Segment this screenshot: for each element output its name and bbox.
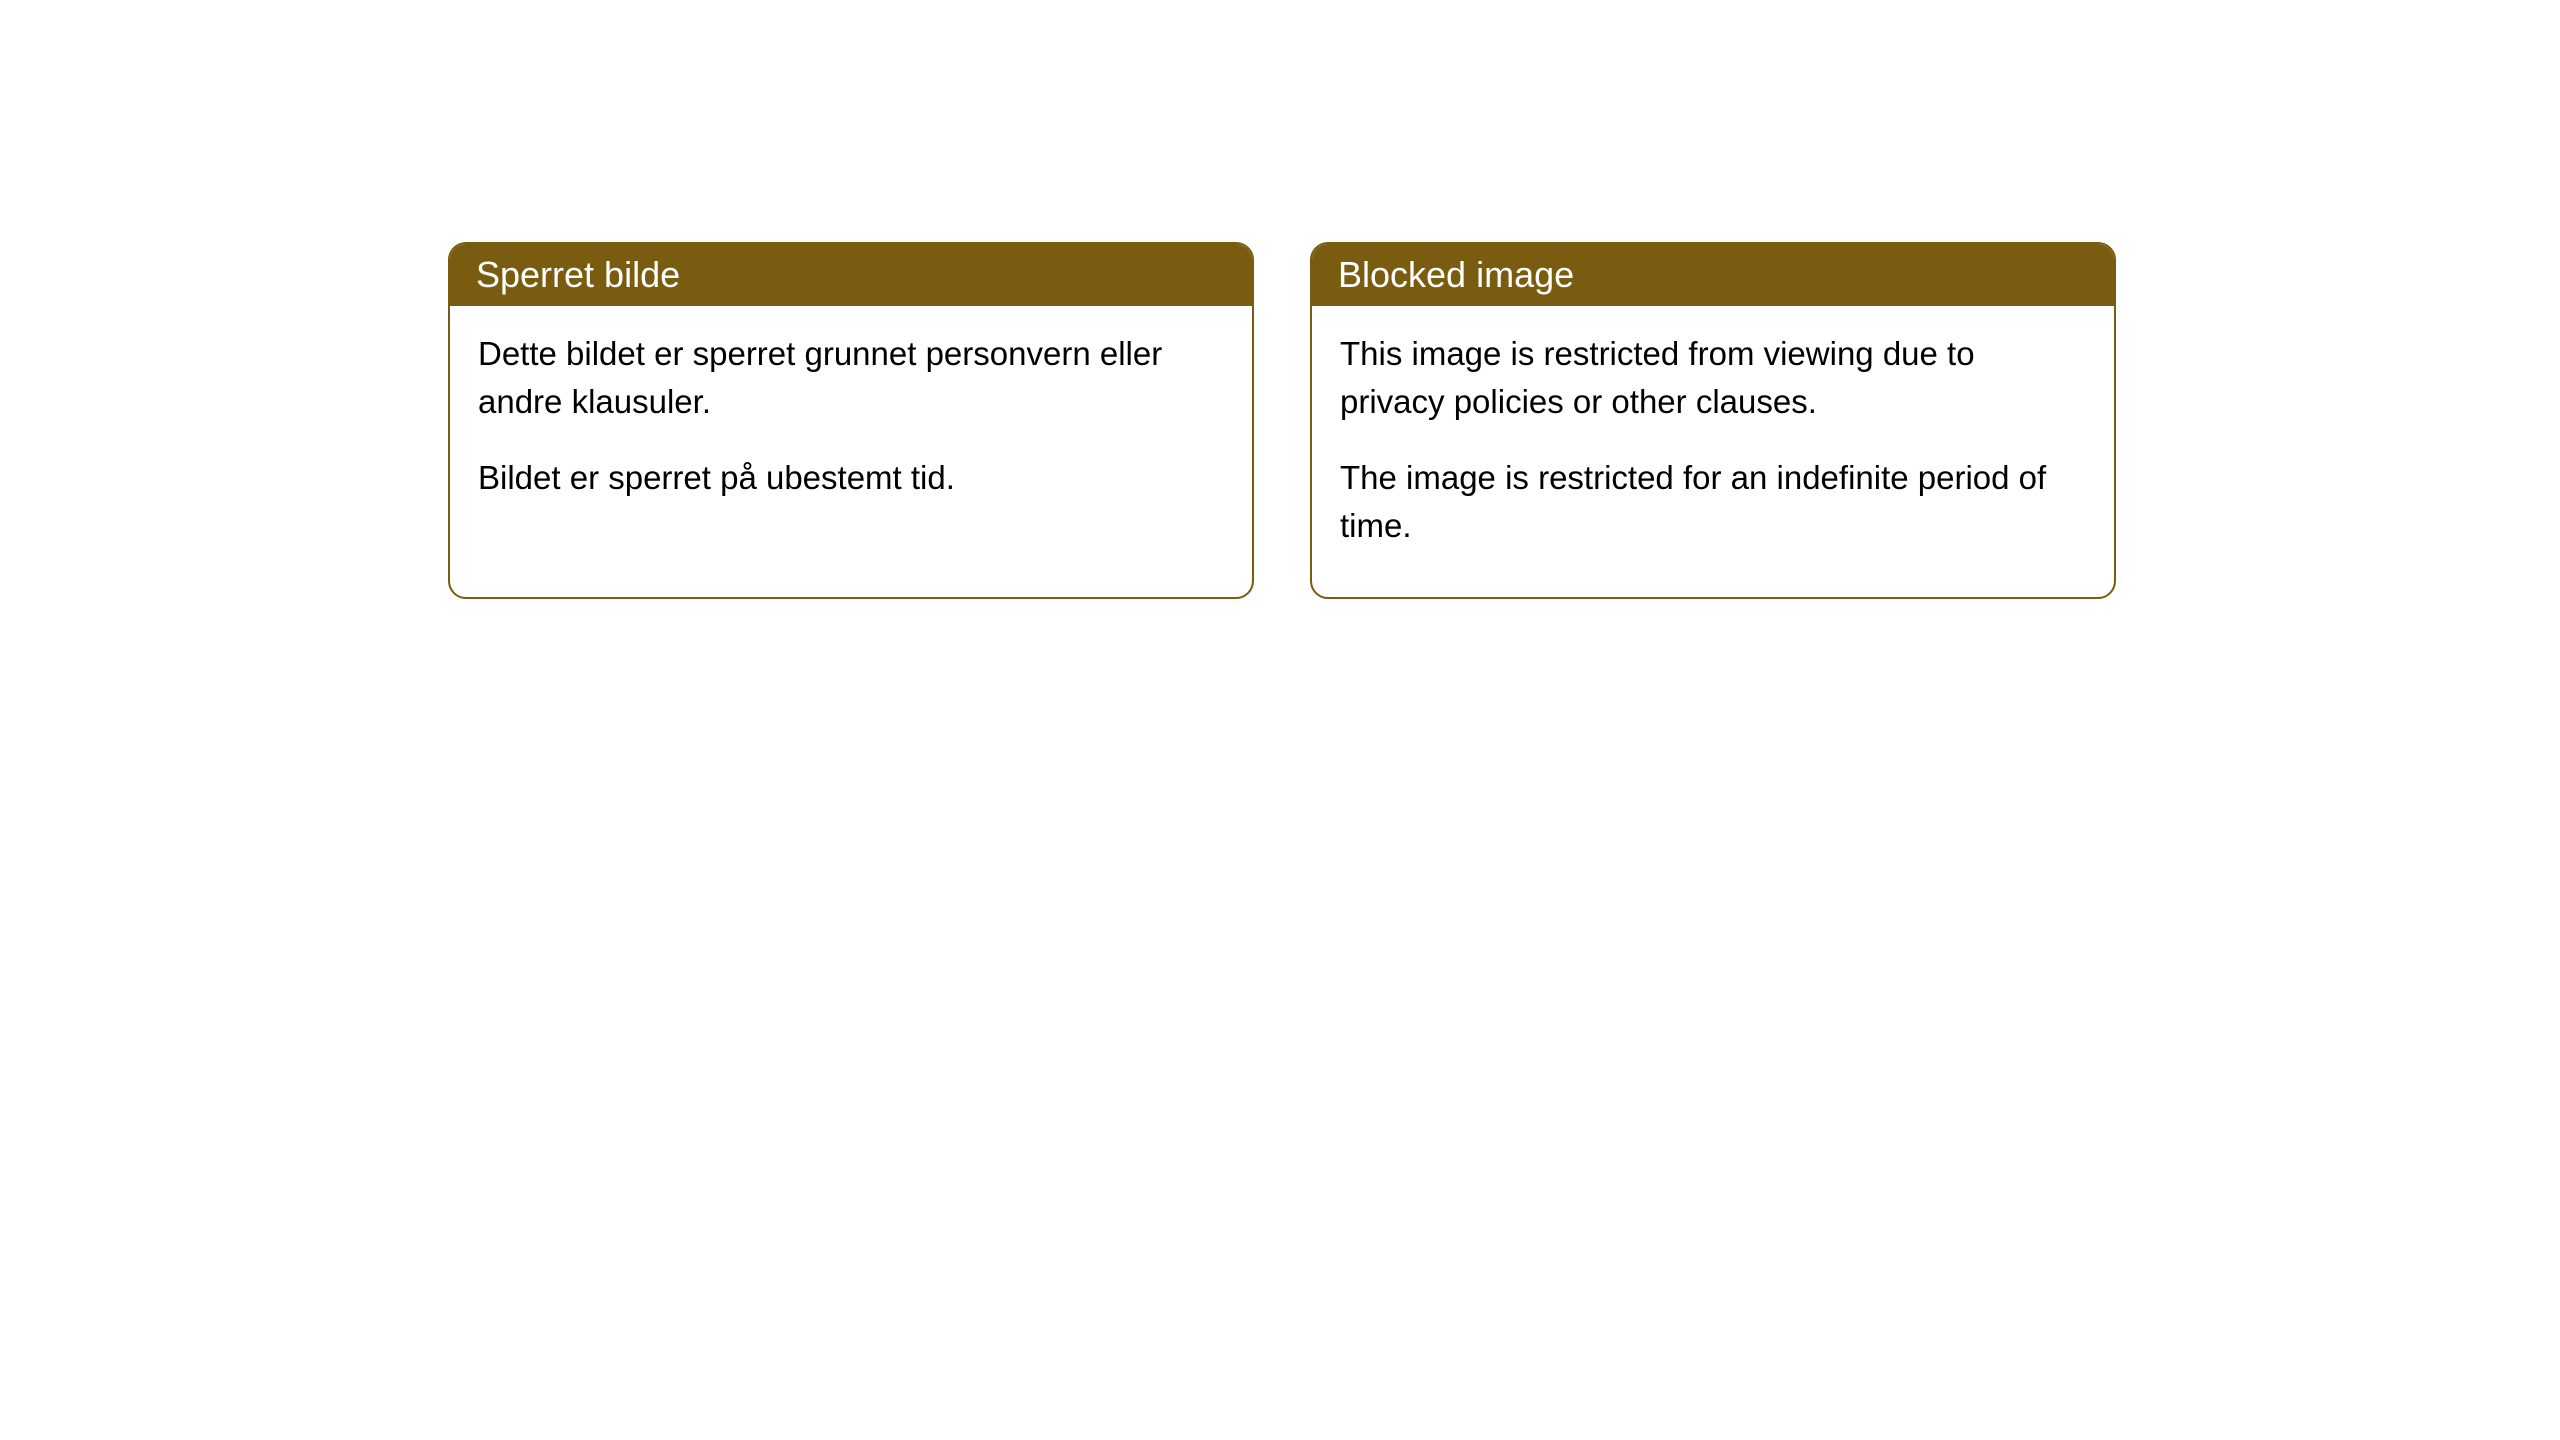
card-body-en: This image is restricted from viewing du… <box>1312 306 2114 597</box>
card-paragraph-2-no: Bildet er sperret på ubestemt tid. <box>478 454 1224 502</box>
card-body-no: Dette bildet er sperret grunnet personve… <box>450 306 1252 550</box>
card-paragraph-2-en: The image is restricted for an indefinit… <box>1340 454 2086 550</box>
card-paragraph-1-no: Dette bildet er sperret grunnet personve… <box>478 330 1224 426</box>
blocked-image-card-no: Sperret bilde Dette bildet er sperret gr… <box>448 242 1254 599</box>
card-header-en: Blocked image <box>1312 244 2114 306</box>
card-title-no: Sperret bilde <box>476 254 680 295</box>
card-title-en: Blocked image <box>1338 254 1574 295</box>
card-paragraph-1-en: This image is restricted from viewing du… <box>1340 330 2086 426</box>
blocked-image-card-en: Blocked image This image is restricted f… <box>1310 242 2116 599</box>
notice-container: Sperret bilde Dette bildet er sperret gr… <box>448 242 2116 599</box>
card-header-no: Sperret bilde <box>450 244 1252 306</box>
